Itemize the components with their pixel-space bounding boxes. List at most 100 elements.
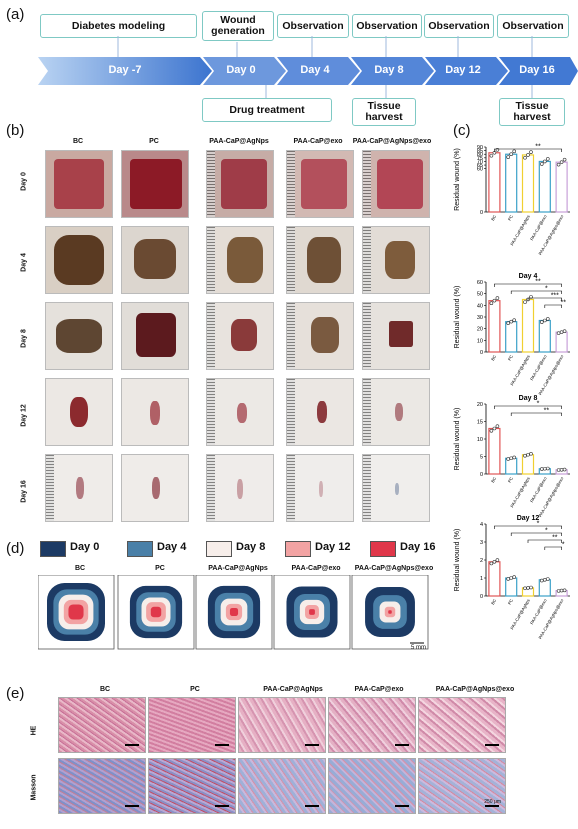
chart-ytick-label: 3 [480,540,483,546]
chart-point [509,319,514,324]
schematic-title: PC [155,565,165,572]
chart-point [489,153,494,158]
timeline-day-0: Day 0 [226,64,256,76]
wound-photo [121,378,189,446]
chart-point [559,588,564,593]
chart-ytick-label: 4 [480,522,483,528]
chart-ytick-label: 15 [477,420,483,426]
chart-point [546,577,550,581]
timeline-box-drug: Drug treatment [202,98,332,122]
wound-photo [121,226,189,294]
chart-point [559,467,564,472]
chart-point [562,329,567,333]
chart-sig-label: * [545,286,548,293]
wound-photo [121,454,189,522]
schematic-wound-area [68,604,84,620]
chart-ylabel: Residual wound (%) [454,286,461,349]
chart-point [526,452,530,457]
schematic-wound-area [309,609,315,615]
chart-sig-bracket [494,525,562,529]
legend-swatch [285,541,311,557]
schematic-title: PAA-CaP@AgNps@exo [354,565,434,572]
timeline-day-16: Day 16 [519,64,555,76]
chart-bar [538,160,551,213]
chart-ytick-label: 30 [477,315,483,321]
chart-point [512,149,516,154]
histology-col-title: PAA-CaP@AgNps [263,686,323,693]
chart-point [546,157,550,161]
chart-point [526,153,530,157]
panel-label-d: (d) [6,540,25,557]
chart-point [529,451,533,456]
timeline-box-wound: Wound generation [202,11,274,41]
legend-swatch [206,541,232,557]
chart-point [495,296,500,300]
chart-sig-label: * [545,528,548,535]
chart-bar [521,154,535,213]
histology-col-title: PAA-CaP@exo [354,686,404,693]
chart-xtick-label: BC [490,354,497,362]
chart-sig-label: * [537,401,540,408]
chart-point [556,468,561,472]
chart-ytick-label: 1 [480,576,483,582]
panel-label-b: (b) [6,122,25,139]
histology-image [58,697,146,753]
histology-row-title: Masson [30,774,38,801]
wound-photo [286,378,354,446]
chart-xtick-label: PC [507,476,514,484]
histology-image [238,758,326,814]
chart-sig-label: ** [552,535,558,542]
histology-col-title: BC [99,686,111,693]
chart-point [489,428,494,433]
chart-point [506,577,511,581]
wound-photo [362,150,430,218]
wound-photo [206,378,274,446]
histology-col-title: PAA-CaP@AgNps@exo [435,686,515,693]
chart-ytick-label: 65 [477,163,483,169]
photo-col-title: PAA-CaP@exo [293,138,343,145]
chart-xtick-label: PC [507,354,514,362]
chart-ytick-label: 75 [477,156,483,162]
chart-point [492,298,497,303]
wound-photo [206,226,274,294]
chart-bar [538,579,551,597]
chart-point [543,577,547,582]
chart-point [529,585,533,590]
timeline-day-minus7: Day -7 [108,64,142,76]
timeline-box-harvest-2: Tissue harvest [499,98,565,126]
wound-photo [45,226,113,294]
chart-ytick-label: 20 [477,402,483,408]
chart-sig-bracket [527,539,562,543]
chart-bar [505,321,518,353]
chart-bar [521,454,535,475]
chart-point [540,162,544,166]
chart-ytick-label: 40 [477,303,483,309]
schematic-wound-area [388,610,392,614]
chart-sig-label: ** [535,279,541,286]
schematic-title: PAA-CaP@exo [291,565,341,572]
chart-point [506,457,511,461]
chart-sig-bracket [527,297,562,301]
panel-label-e: (e) [6,685,25,702]
chart-point [509,576,514,580]
chart-point [512,455,516,460]
chart-point [540,320,544,324]
chart-point [492,559,497,564]
photo-row-title: Day 16 [20,480,28,503]
chart-title: Day 8 [519,395,538,402]
chart-sig-bracket [510,532,562,536]
chart-point [523,300,527,304]
chart-bar [505,153,518,213]
chart-sig-bracket [494,148,562,152]
chart-ytick-label: 10 [477,338,483,344]
chart-point [546,317,550,321]
wound-photo [45,378,113,446]
legend-label: Day 8 [236,541,266,553]
timeline-box-obs-4: Observation [497,14,569,38]
chart-sig-label: ** [560,300,566,307]
wound-photo [45,150,113,218]
legend-label: Day 4 [157,541,187,553]
chart-point [509,152,514,157]
chart-xtick-label: PAA-CaP@exo [529,353,548,381]
photo-col-title: PC [149,138,159,145]
